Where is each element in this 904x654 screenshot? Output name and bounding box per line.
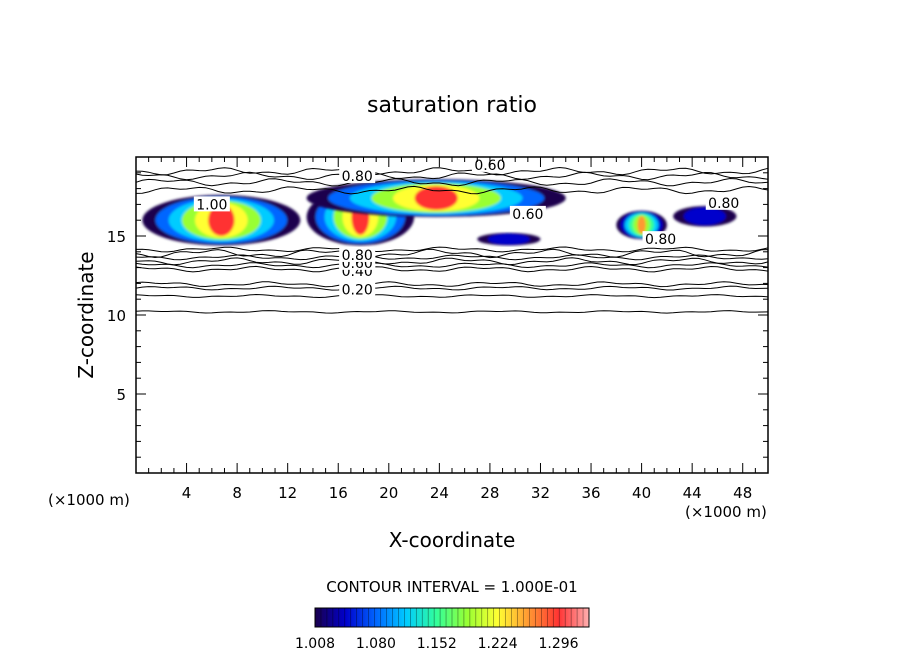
x-tick-label: 44	[683, 484, 702, 502]
contour-line-upper	[135, 171, 769, 181]
y-tick-label: 5	[116, 386, 126, 404]
contour-line	[135, 281, 769, 288]
contour-line-base	[135, 293, 769, 299]
saturation-band	[503, 235, 515, 244]
contour-label-bg	[339, 281, 376, 297]
x-unit-left: (×1000 m)	[48, 491, 130, 509]
contour-line	[135, 248, 769, 259]
saturation-region	[306, 179, 566, 218]
contour-label: 0.80	[342, 248, 373, 264]
colorbar-stripes	[320, 608, 584, 627]
contour-label: 0.20	[342, 283, 373, 299]
contour-line	[135, 265, 769, 273]
colorbar-tick-label: 1.152	[417, 636, 457, 652]
contour-label-bg	[339, 167, 376, 183]
x-tick-label: 32	[531, 484, 550, 502]
contour-label-bg	[193, 196, 230, 212]
contour-label-layer: 0.200.400.600.801.000.800.600.600.800.80	[193, 156, 742, 299]
contour-label: 0.80	[645, 232, 676, 248]
x-unit-right: (×1000 m)	[685, 503, 767, 521]
x-tick-label: 48	[733, 484, 752, 502]
contour-label: 1.00	[196, 197, 227, 213]
colorbar-tick-label: 1.296	[539, 636, 579, 652]
contour-line	[135, 257, 769, 266]
axis-ticks	[136, 157, 768, 473]
y-tick-label: 10	[107, 307, 126, 325]
contour-label: 0.60	[512, 207, 543, 223]
contour-label: 0.80	[708, 196, 739, 212]
colorbar-tick-label: 1.008	[295, 636, 335, 652]
contour-line-layer	[135, 166, 769, 314]
saturation-region	[477, 232, 541, 246]
colorbar-tick-labels: 1.008 1.080 1.152 1.224 1.296	[295, 636, 579, 652]
x-tick-label: 16	[329, 484, 348, 502]
x-tick-label: 24	[430, 484, 449, 502]
contour-label-bg	[339, 246, 376, 262]
contour-line-base	[135, 310, 769, 314]
saturation-band	[208, 204, 235, 236]
saturation-region	[673, 205, 737, 227]
contour-line-upper	[135, 166, 769, 176]
contour-line	[135, 262, 769, 269]
x-tick-label: 4	[182, 484, 192, 502]
contour-line	[135, 246, 769, 253]
x-tick-labels: 4 8 12 16 20 24 28 32 36 40 44 48	[182, 484, 752, 502]
saturation-band	[414, 186, 458, 210]
colorbar-tick-label: 1.224	[478, 636, 518, 652]
contour-label-bg	[705, 194, 742, 210]
contour-label: 0.80	[342, 169, 373, 185]
chart-title: saturation ratio	[367, 93, 537, 118]
contour-line-upper	[135, 177, 769, 187]
x-tick-label: 12	[278, 484, 297, 502]
y-tick-label: 15	[107, 228, 126, 246]
colorbar: 1.008 1.080 1.152 1.224 1.296	[295, 607, 590, 652]
x-tick-label: 8	[232, 484, 242, 502]
contour-label-bg	[509, 205, 546, 221]
x-tick-label: 28	[480, 484, 499, 502]
x-axis-label: X-coordinate	[389, 528, 516, 552]
contour-line	[135, 285, 769, 291]
x-tick-label: 36	[581, 484, 600, 502]
contour-line-upper	[135, 185, 769, 195]
plot-area: 0.200.400.600.801.000.800.600.600.800.80	[135, 156, 769, 474]
colorbar-tick-label: 1.080	[356, 636, 396, 652]
contour-label-bg	[642, 231, 679, 247]
saturation-band	[699, 209, 711, 223]
x-tick-label: 20	[379, 484, 398, 502]
contour-line	[135, 254, 769, 261]
y-axis-label: Z-coordinate	[74, 251, 98, 378]
contour-interval-label: CONTOUR INTERVAL = 1.000E-01	[326, 578, 577, 596]
saturation-band	[637, 216, 646, 234]
x-tick-label: 40	[632, 484, 651, 502]
y-tick-labels: 5 10 15	[107, 228, 126, 404]
saturation-fill-layer	[142, 179, 737, 246]
